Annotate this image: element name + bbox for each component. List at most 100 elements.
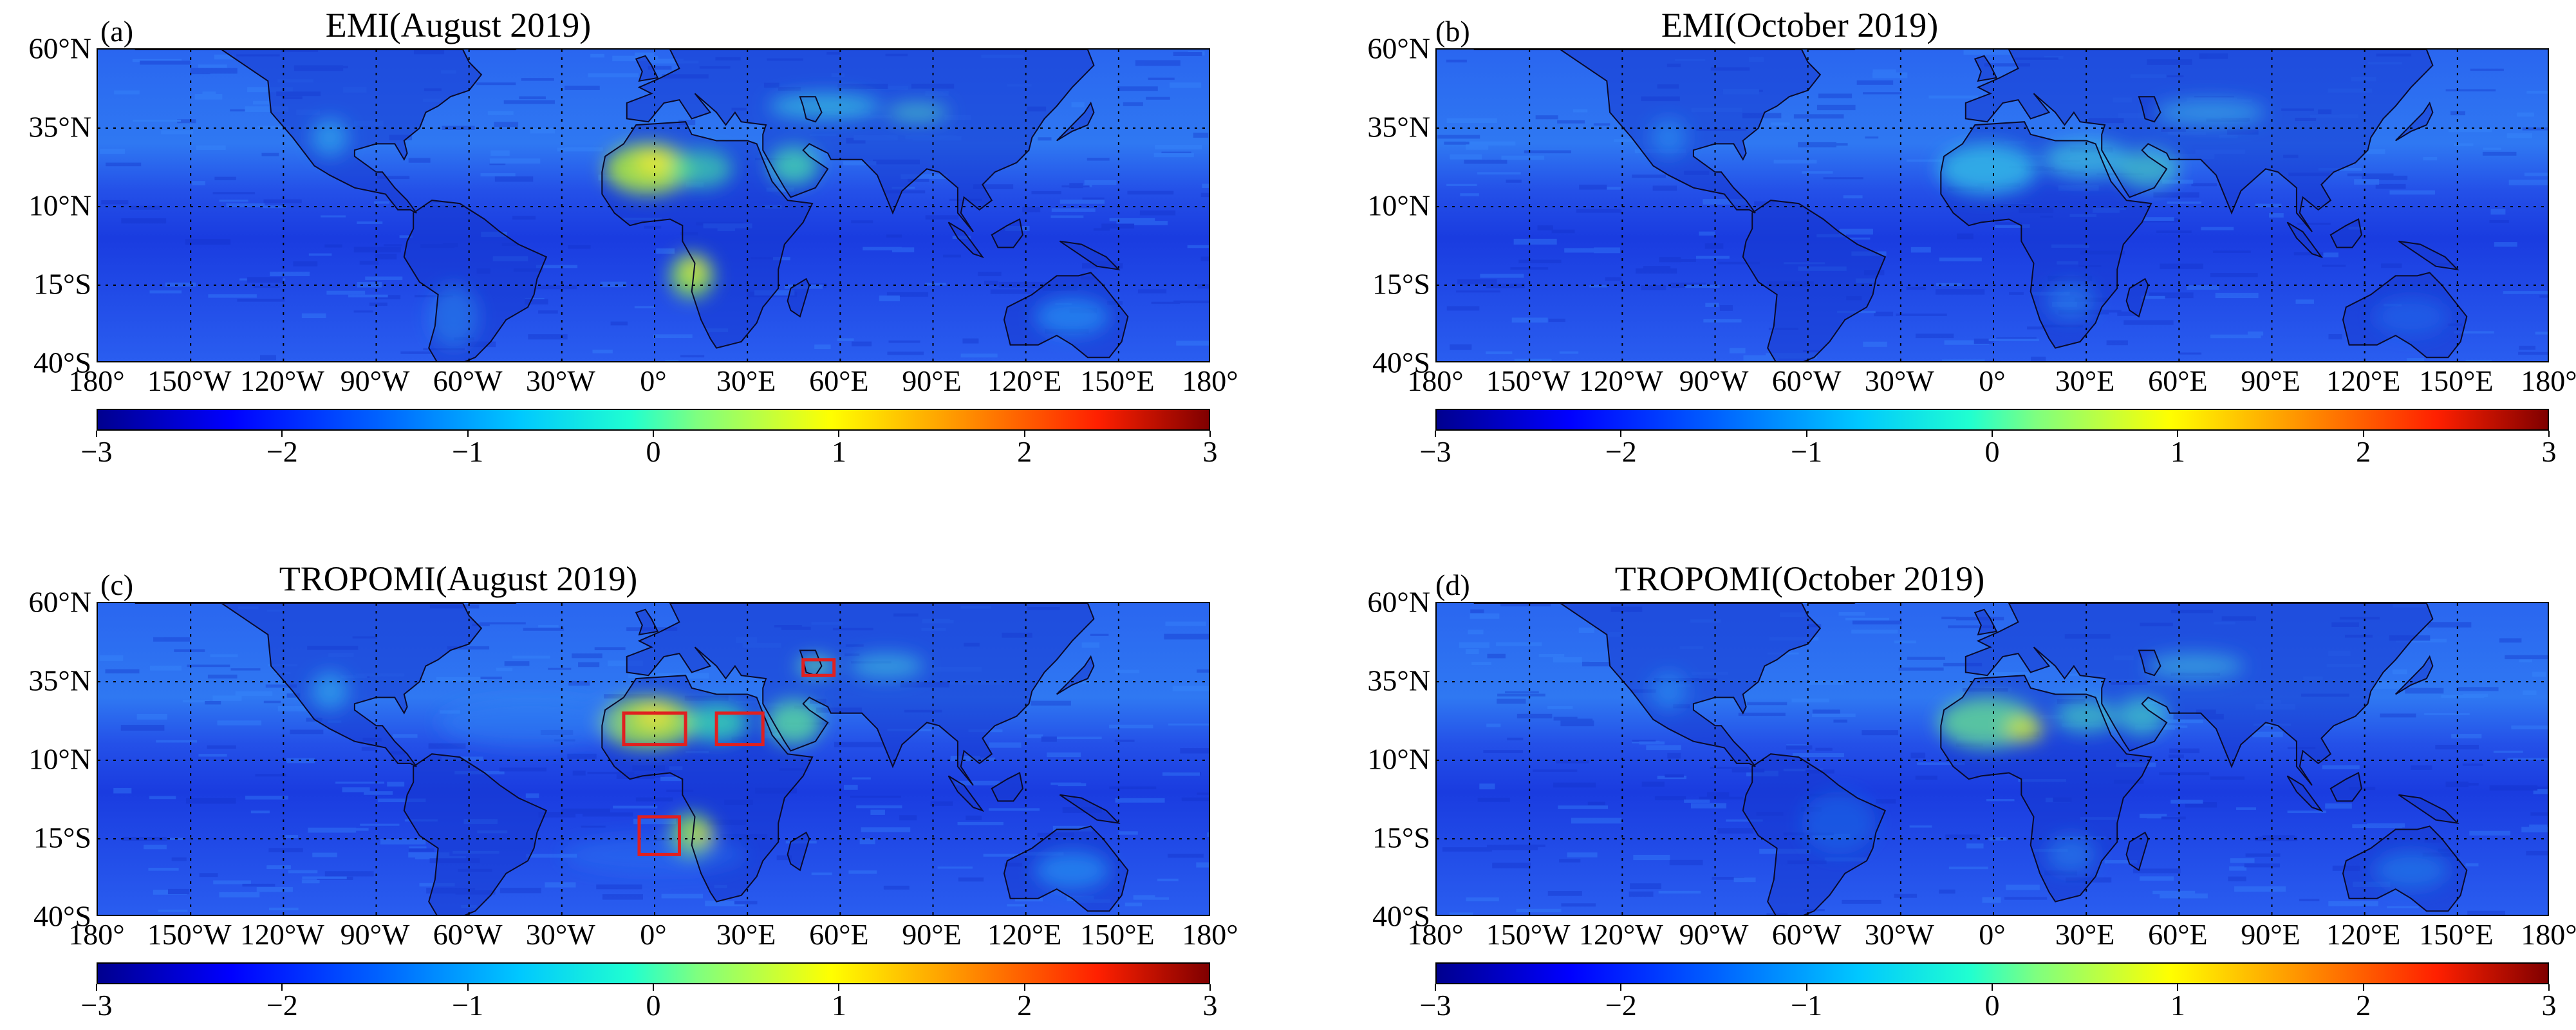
colorbar-tick-mark xyxy=(838,984,840,991)
highlight-area xyxy=(2145,653,2245,679)
map-panel xyxy=(97,602,1210,916)
colorbar-tick-mark xyxy=(1806,984,1807,991)
colorbar-tick-label: −3 xyxy=(1419,989,1451,1022)
coastline-southAmerica xyxy=(1742,200,1887,361)
land-northAmerica xyxy=(1473,50,1820,213)
lat-tick-label: 40°S xyxy=(1372,346,1430,379)
coastline-sumatra xyxy=(947,221,985,259)
land-newGuinea xyxy=(2398,241,2458,270)
highlight-area xyxy=(2374,851,2449,890)
colorbar-tick-mark xyxy=(1992,431,1993,437)
lat-tick-label: 40°S xyxy=(33,899,91,933)
lon-tick-label: 60°E xyxy=(809,364,869,397)
gridlines xyxy=(1437,603,2548,915)
lon-tick-label: 150°E xyxy=(1080,364,1155,397)
lon-tick-label: 60°E xyxy=(809,918,869,951)
coastline-borneo xyxy=(2329,218,2362,248)
colorbar-tick-mark xyxy=(2362,984,2364,991)
lat-tick-label: 10°N xyxy=(1367,742,1430,776)
coastline-africa xyxy=(601,121,814,349)
coastline-australia xyxy=(2342,825,2468,912)
colorbar-tick-mark xyxy=(1023,984,1025,991)
lat-tick-label: 35°N xyxy=(1367,664,1430,697)
lat-tick-label: 15°S xyxy=(33,267,91,301)
colorbar-tick-label: −1 xyxy=(1791,989,1823,1022)
lat-tick-label: 15°S xyxy=(1372,267,1430,301)
colorbar-tick-label: 3 xyxy=(2541,989,2557,1022)
coastline-uk xyxy=(1974,55,1998,82)
coastline-uk xyxy=(1974,608,1998,636)
coastline-australia xyxy=(1003,272,1129,359)
lon-tick-label: 150°W xyxy=(147,918,232,951)
lon-tick-label: 180° xyxy=(2521,364,2576,397)
coastline-newGuinea xyxy=(1059,240,1121,271)
highlight-area xyxy=(886,102,949,122)
colorbar-tick-mark xyxy=(1992,984,1993,991)
coastline-australia xyxy=(1003,825,1129,912)
lon-tick-label: 120°E xyxy=(2326,364,2401,397)
highlight-area xyxy=(311,118,349,156)
colorbar-tick-mark xyxy=(653,431,654,437)
land-borneo xyxy=(991,772,1023,801)
lat-tick-label: 40°S xyxy=(1372,899,1430,933)
highlight-area xyxy=(1650,672,1688,710)
lon-tick-label: 90°E xyxy=(2241,918,2301,951)
lon-tick-label: 150°E xyxy=(1080,918,1155,951)
lon-tick-label: 90°E xyxy=(902,364,962,397)
map-panel xyxy=(1435,602,2549,916)
lat-tick-label: 60°N xyxy=(1367,585,1430,619)
coastline-japan xyxy=(2394,101,2434,142)
colorbar-tick-mark xyxy=(2177,984,2179,991)
map-panel xyxy=(1435,48,2549,362)
highlight-area xyxy=(1035,851,1110,890)
highlight-area xyxy=(686,259,704,279)
colorbar-tick-mark xyxy=(2548,431,2550,437)
lat-tick-label: 60°N xyxy=(28,585,91,619)
lon-tick-label: 30°W xyxy=(525,364,595,397)
coastline-japan xyxy=(1056,101,1095,142)
lon-tick-label: 30°E xyxy=(2055,364,2115,397)
highlight-area xyxy=(311,672,349,710)
panel-title: EMI(August 2019) xyxy=(325,6,592,44)
land-madagascar xyxy=(787,832,810,870)
coastline-sumatra xyxy=(2286,221,2324,259)
colorbar-tick-label: −1 xyxy=(452,435,484,468)
coastline-eurasia xyxy=(1965,603,2434,786)
lat-tick-label: 10°N xyxy=(1367,189,1430,222)
land-northAmerica xyxy=(1473,603,1820,767)
colorbar-tick-label: 0 xyxy=(1984,989,2000,1022)
highlight-area xyxy=(2055,700,2118,733)
lon-tick-label: 0° xyxy=(1979,918,2006,951)
colorbar-tick-label: 3 xyxy=(1202,989,1218,1022)
colorbar-tick-label: 3 xyxy=(1202,435,1218,468)
lat-tick-label: 10°N xyxy=(28,742,91,776)
coastline-newGuinea xyxy=(1059,794,1121,825)
land xyxy=(1473,603,2467,915)
colorbar-tick-mark xyxy=(1620,984,1622,991)
map-svg xyxy=(98,50,1209,361)
highlight-area xyxy=(2006,716,2043,742)
coastlines xyxy=(135,50,1129,361)
lon-tick-label: 90°W xyxy=(1679,918,1749,951)
highlight-area xyxy=(2374,297,2449,336)
panel-label: (d) xyxy=(1435,568,1470,601)
lon-tick-label: 120°W xyxy=(1578,364,1663,397)
coastline-borneo xyxy=(991,772,1023,802)
lon-tick-label: 30°E xyxy=(2055,918,2115,951)
lon-tick-label: 90°E xyxy=(902,918,962,951)
lon-tick-label: 120°W xyxy=(239,918,324,951)
land-sumatra xyxy=(948,776,983,811)
gridlines xyxy=(98,50,1209,361)
land-northAmerica xyxy=(135,603,481,767)
highlights xyxy=(1650,100,2449,336)
colorbar xyxy=(1435,962,2549,984)
colorbar-tick-label: 2 xyxy=(2356,989,2371,1022)
land-newGuinea xyxy=(1059,241,1119,270)
lon-tick-label: 30°W xyxy=(1864,918,1934,951)
gridlines xyxy=(98,603,1209,915)
coastline-northAmerica xyxy=(1473,50,1822,214)
lon-tick-label: 90°W xyxy=(1679,364,1749,397)
colorbar-tick-mark xyxy=(1435,984,1436,991)
coastline-northAmerica xyxy=(135,50,483,214)
colorbar-tick-label: −2 xyxy=(266,435,298,468)
